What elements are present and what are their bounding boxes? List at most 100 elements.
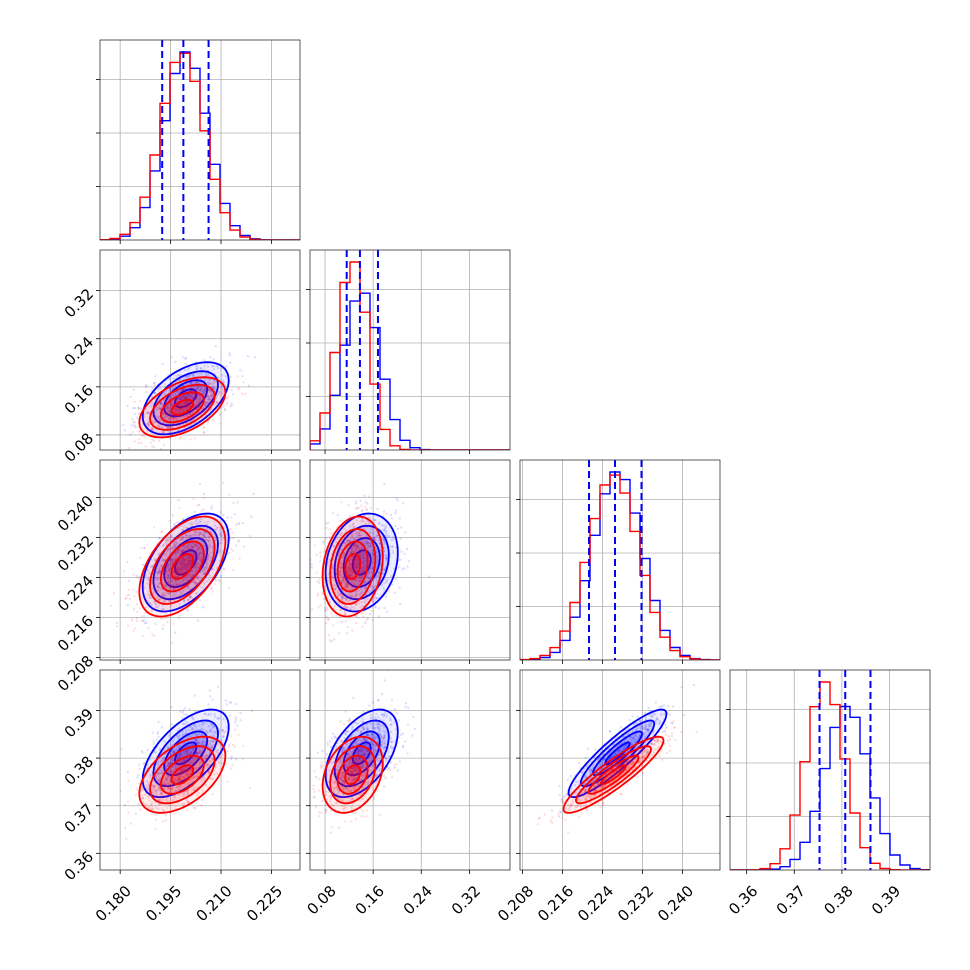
sample-point: [157, 598, 160, 602]
sample-point: [184, 396, 187, 400]
sample-point: [388, 535, 391, 538]
sample-point: [152, 740, 155, 743]
sample-point: [195, 520, 198, 523]
sample-point: [110, 604, 113, 607]
sample-point: [181, 767, 184, 771]
sample-point: [181, 529, 184, 532]
sample-point: [189, 573, 192, 576]
red-contour-line: [159, 391, 205, 424]
sample-point: [383, 527, 387, 530]
sample-point: [191, 716, 194, 720]
sample-point: [182, 526, 186, 529]
sample-point: [189, 373, 192, 377]
sample-point: [131, 588, 134, 591]
sample-point: [177, 391, 180, 394]
sample-point: [177, 570, 180, 573]
sample-point: [369, 545, 372, 548]
sample-point: [146, 582, 149, 585]
sample-point: [351, 534, 354, 537]
sample-point: [384, 557, 388, 560]
sample-point: [175, 575, 179, 578]
sample-point: [181, 550, 184, 554]
sample-point: [174, 553, 177, 557]
sample-point: [375, 562, 379, 565]
sample-point: [339, 519, 342, 523]
sample-point: [178, 614, 181, 617]
sample-point: [197, 548, 200, 552]
sample-point: [131, 617, 134, 620]
sample-point: [150, 427, 153, 431]
sample-point: [187, 574, 191, 578]
sample-point: [241, 758, 245, 761]
sample-point: [365, 521, 368, 525]
sample-point: [185, 396, 189, 399]
sample-point: [191, 546, 195, 549]
sample-point: [198, 398, 201, 401]
sample-point: [236, 375, 239, 378]
sample-point: [194, 709, 197, 713]
sample-point: [360, 577, 363, 580]
sample-point: [385, 581, 388, 584]
sample-point: [189, 366, 192, 369]
sample-point: [247, 384, 251, 387]
sample-point: [209, 390, 212, 393]
sample-point: [186, 400, 189, 403]
sample-point: [185, 534, 188, 538]
sample-point: [134, 452, 136, 454]
sample-point: [315, 571, 318, 574]
sample-point: [206, 381, 210, 384]
sample-point: [250, 515, 253, 518]
sample-point: [383, 483, 386, 486]
sample-point: [211, 740, 214, 743]
sample-point: [350, 606, 353, 609]
sample-point: [206, 563, 209, 566]
sample-point: [208, 399, 211, 402]
sample-point: [340, 596, 343, 599]
sample-point: [183, 759, 186, 762]
sample-point: [147, 577, 150, 581]
sample-point: [354, 561, 357, 565]
sample-point: [178, 566, 182, 569]
sample-point: [137, 430, 140, 433]
sample-point: [137, 426, 140, 429]
sample-point: [165, 541, 168, 544]
sample-point: [400, 526, 403, 529]
sample-point: [382, 524, 385, 527]
sample-point: [181, 388, 184, 391]
sample-point: [170, 579, 174, 583]
sample-point: [143, 762, 146, 765]
sample-point: [354, 621, 358, 625]
sample-point: [132, 388, 135, 391]
sample-point: [394, 512, 397, 515]
sample-point: [167, 425, 170, 429]
sample-point: [156, 585, 160, 588]
sample-point: [185, 407, 189, 410]
sample-point: [365, 502, 369, 505]
sample-point: [176, 778, 179, 781]
sample-point: [162, 544, 165, 547]
sample-point: [198, 579, 201, 582]
sample-point: [208, 396, 211, 399]
sample-point: [222, 567, 225, 570]
scatter-group-2-1: [122, 344, 257, 454]
sample-point: [180, 768, 183, 771]
sample-point: [172, 751, 175, 754]
sample-point: [174, 407, 177, 410]
sample-point: [178, 571, 181, 574]
sample-point: [148, 805, 151, 808]
sample-point: [391, 545, 394, 549]
sample-point: [175, 542, 178, 545]
sample-point: [177, 745, 181, 748]
sample-point: [345, 606, 348, 609]
sample-point: [204, 401, 207, 404]
sample-point: [231, 549, 234, 553]
sample-point: [340, 566, 343, 569]
sample-point: [173, 587, 176, 591]
sample-point: [174, 393, 178, 397]
sample-point: [210, 746, 213, 749]
sample-point: [148, 594, 152, 598]
sample-point: [386, 578, 390, 581]
sample-point: [194, 583, 197, 586]
sample-point: [203, 532, 207, 535]
sample-point: [383, 607, 386, 610]
